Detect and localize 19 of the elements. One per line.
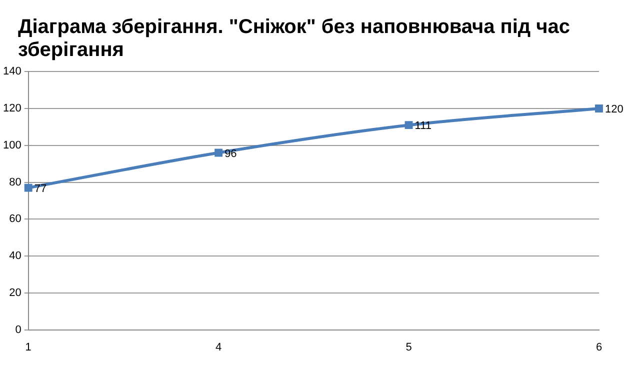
point [24, 184, 32, 192]
y-tick-label: 120 [2, 102, 22, 115]
chart-title: Діаграма зберігання. "Сніжок" без наповнювача під час зберігання [17, 15, 572, 62]
y-tick-label: 140 [2, 66, 22, 78]
x-tick-label: 5 [406, 341, 412, 354]
data-label: 77 [34, 182, 47, 195]
x-tick-label: 4 [216, 341, 222, 354]
y-tick-label: 80 [9, 176, 22, 188]
y-tick-label: 60 [9, 213, 22, 226]
point [595, 104, 603, 112]
y-tick-label: 40 [9, 250, 22, 262]
point [404, 121, 413, 130]
y-tick-label: 20 [9, 286, 22, 299]
y-tick-label: 0 [15, 324, 22, 336]
y-tick-label: 100 [2, 139, 22, 152]
data-label: 120 [605, 104, 624, 116]
x-tick-label: 6 [596, 341, 602, 354]
x-tick-label: 1 [25, 341, 32, 354]
point [214, 148, 223, 157]
